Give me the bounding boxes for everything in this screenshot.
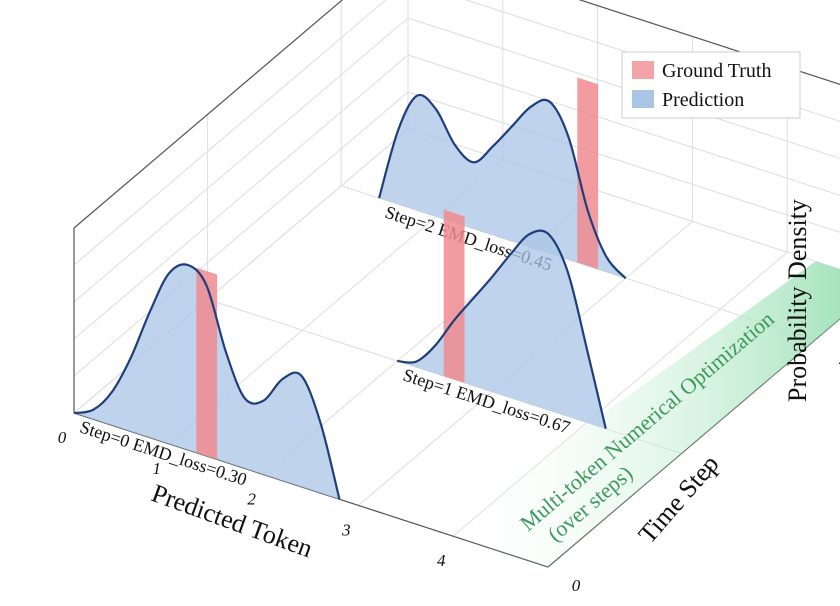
prediction-area-step-1 bbox=[397, 230, 606, 429]
legend-swatch-ground-truth bbox=[632, 61, 654, 79]
x-tick-label: 1 bbox=[153, 459, 162, 478]
ground-truth-bar-step-1 bbox=[443, 209, 465, 383]
pane-edge bbox=[73, 0, 344, 229]
x-tick-label: 4 bbox=[437, 551, 446, 570]
left-gridline-z bbox=[73, 91, 409, 377]
back-gridline-z bbox=[407, 54, 840, 196]
back-gridline-z bbox=[407, 91, 840, 233]
x-tick-label: 0 bbox=[58, 428, 67, 447]
prediction-line-step-1 bbox=[397, 229, 607, 430]
legend-label-ground-truth: Ground Truth bbox=[662, 60, 771, 82]
prediction-line-step-2 bbox=[378, 93, 627, 279]
legend-label-prediction: Prediction bbox=[662, 89, 744, 111]
legend: Ground Truth Prediction bbox=[621, 51, 801, 119]
ground-truth-bar-step-2 bbox=[577, 77, 599, 270]
left-gridline-z bbox=[73, 54, 409, 340]
optimization-band-fill bbox=[439, 261, 840, 567]
left-gridline-z bbox=[73, 0, 387, 266]
prediction-area-step-2 bbox=[379, 94, 626, 279]
legend-swatch-prediction bbox=[632, 90, 654, 108]
x-axis-label: Predicted Token bbox=[148, 478, 317, 563]
y-tick-label: 2 bbox=[839, 349, 840, 368]
prediction-line-step-0 bbox=[73, 263, 341, 500]
x-tick-label: 2 bbox=[247, 490, 256, 509]
tick-labels: 012340120.00.20.40.60.81.0 bbox=[58, 349, 840, 595]
left-gridline-z bbox=[73, 0, 343, 229]
ground-truth-bar-step-0 bbox=[196, 267, 218, 460]
pane-edge bbox=[578, 0, 840, 85]
x-tick-label: 3 bbox=[341, 520, 351, 539]
y-tick-label: 1 bbox=[705, 462, 714, 481]
left-gridline-z bbox=[73, 17, 409, 303]
floor-gridline-y bbox=[341, 185, 816, 341]
y-tick-label: 0 bbox=[572, 576, 581, 595]
z-axis-label: Probability Density bbox=[783, 199, 812, 402]
series-step-0: Step=0 EMD_loss=0.30 bbox=[73, 263, 341, 500]
